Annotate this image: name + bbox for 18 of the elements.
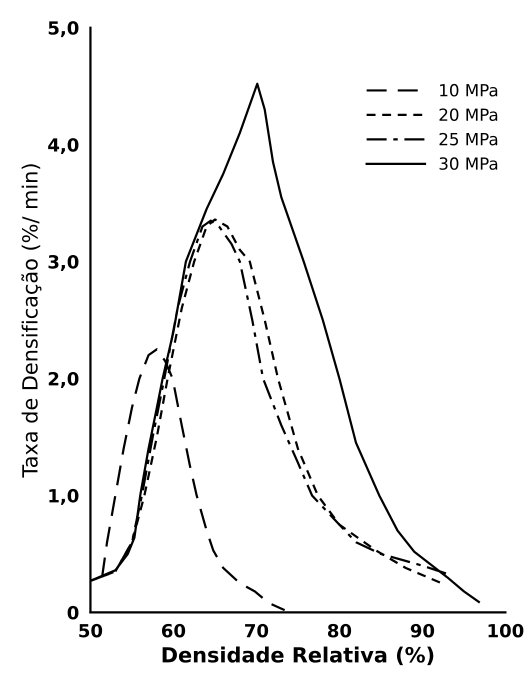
x-tick-label: 90 [410, 624, 434, 638]
legend-label: 20 MPa [440, 108, 498, 121]
y-tick-label: 2,0 [48, 372, 78, 388]
legend-label: 25 MPa [440, 132, 498, 146]
legend-label: 30 MPa [440, 157, 498, 170]
y-tick-label: 0 [68, 606, 78, 620]
y-tick-label: 1,0 [49, 488, 78, 505]
x-tick-label: 100 [488, 624, 524, 638]
y-tick-label: 4,0 [48, 138, 78, 154]
y-tick-label: 3,0 [48, 255, 78, 271]
x-tick-label: 50 [79, 624, 102, 638]
y-axis-title: Taxa de Densificação (%/ min) [21, 164, 42, 478]
x-axis-title: Densidade Relativa (%) [162, 646, 434, 666]
x-tick-label: 60 [162, 624, 186, 638]
x-tick-label: 70 [245, 624, 268, 638]
y-tick-label: 5,0 [48, 21, 78, 38]
legend-label: 10 MPa [440, 84, 498, 97]
x-tick-label: 80 [328, 624, 352, 638]
